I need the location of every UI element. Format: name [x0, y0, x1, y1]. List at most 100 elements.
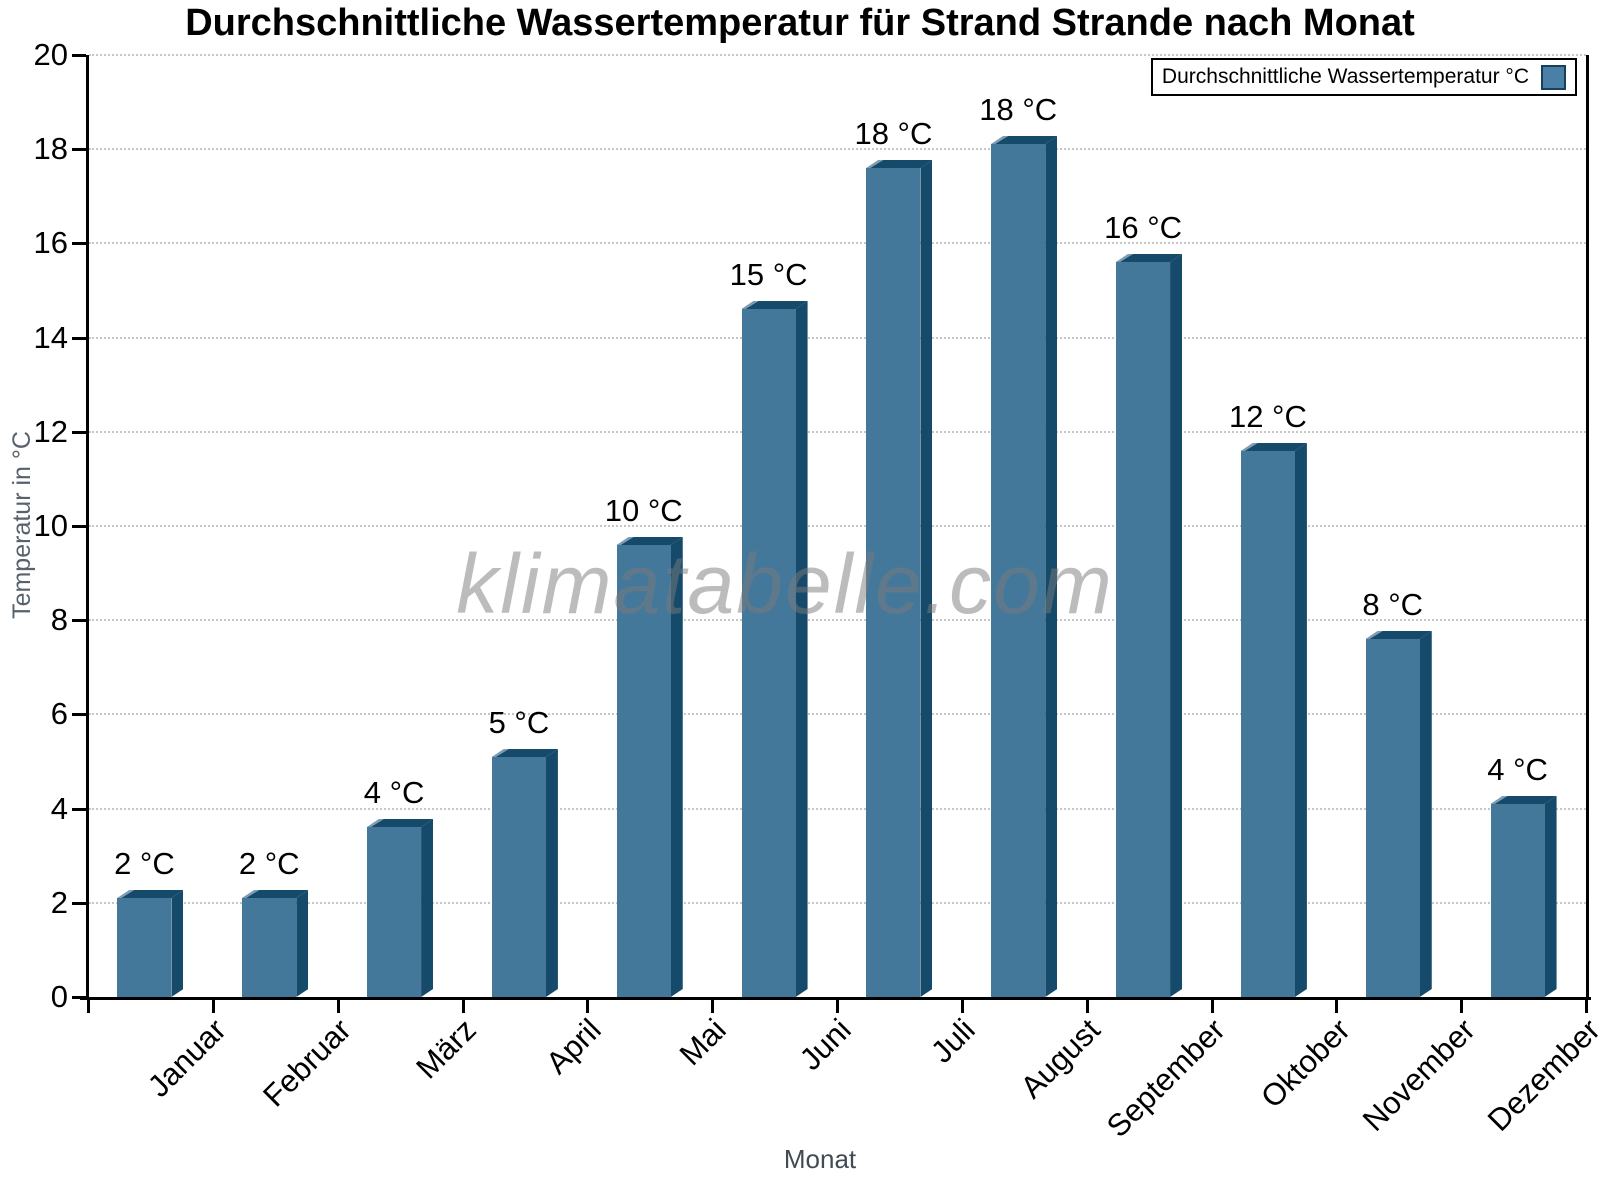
- bar-april-front: [491, 757, 546, 997]
- bar-marz-side: [421, 819, 433, 997]
- bar-marz-bevel: [367, 819, 385, 827]
- legend-label: Durchschnittliche Wassertemperatur °C: [1161, 65, 1529, 88]
- bar-mai-cap: [617, 537, 683, 545]
- bar-mai-bevel: [616, 537, 634, 545]
- x-axis-tick: [586, 999, 590, 1013]
- bar-august-front: [991, 144, 1046, 997]
- bar-juli: [866, 160, 932, 997]
- bar-september: [1116, 254, 1182, 997]
- bar-januar: [117, 890, 183, 997]
- bar-value-label: 16 °C: [1104, 210, 1183, 245]
- bar-juli-side: [920, 160, 932, 997]
- bar-august-cap: [991, 136, 1057, 144]
- bar-juli-front: [866, 168, 921, 997]
- y-axis-tick: [72, 148, 86, 152]
- y-axis-tick-label: 0: [50, 979, 68, 1014]
- bar-oktober-bevel: [1240, 443, 1258, 451]
- bar-april: [491, 749, 558, 997]
- bar-september-bevel: [1116, 254, 1134, 262]
- bar-juni-bevel: [741, 301, 759, 309]
- x-axis-tick: [461, 999, 465, 1013]
- x-axis-tick: [960, 999, 964, 1013]
- bar-marz: [367, 819, 433, 997]
- y-axis-tick: [72, 619, 86, 623]
- bar-januar-front: [117, 898, 172, 997]
- x-axis-title: Monat: [783, 1144, 857, 1174]
- y-axis-tick-label: 8: [50, 602, 68, 638]
- x-axis-tick: [211, 999, 215, 1013]
- x-axis-tick: [1335, 999, 1339, 1013]
- bar-oktober-front: [1240, 451, 1295, 997]
- bar-value-label: 8 °C: [1362, 587, 1424, 622]
- bar-august: [991, 136, 1057, 997]
- x-axis-tick: [711, 999, 715, 1013]
- legend-swatch-icon: [1541, 64, 1566, 90]
- bar-value-label: 2 °C: [114, 846, 175, 881]
- x-axis-tick: [336, 999, 340, 1013]
- bar-juli-bevel: [866, 160, 884, 168]
- bar-september-cap: [1116, 254, 1182, 262]
- bar-april-bevel: [491, 749, 509, 757]
- y-axis-tick: [72, 336, 86, 340]
- gridline-4: [89, 807, 1586, 810]
- bar-value-label: 4 °C: [1487, 752, 1548, 787]
- y-axis-tick: [72, 713, 86, 717]
- bar-dezember-cap: [1491, 796, 1557, 804]
- y-axis-tick: [72, 242, 86, 246]
- bar-september-side: [1170, 254, 1182, 997]
- bar-mai: [616, 537, 683, 997]
- y-axis-tick: [72, 807, 86, 811]
- y-axis-tick-label: 2: [50, 884, 68, 920]
- bar-juni-side: [796, 301, 808, 997]
- y-axis-tick-label: 20: [33, 37, 68, 72]
- bar-november-side: [1420, 631, 1432, 997]
- bar-dezember-bevel: [1490, 796, 1508, 804]
- gridline-2: [89, 901, 1586, 904]
- bar-november-front: [1365, 639, 1420, 997]
- bar-oktober: [1240, 443, 1307, 997]
- bar-juni-front: [741, 309, 796, 997]
- legend: Durchschnittliche Wassertemperatur °C: [1150, 58, 1577, 96]
- y-axis-tick-label: 16: [33, 225, 68, 261]
- bar-oktober-side: [1295, 443, 1307, 997]
- gridline-18: [89, 148, 1586, 151]
- bar-mai-front: [616, 545, 671, 997]
- bar-januar-cap: [117, 890, 183, 898]
- bar-dezember-front: [1490, 804, 1545, 997]
- bar-november: [1365, 631, 1432, 997]
- x-axis-tick: [1210, 999, 1214, 1013]
- bar-august-bevel: [991, 136, 1009, 144]
- gridline-14: [89, 336, 1586, 339]
- y-axis-tick-label: 12: [33, 413, 68, 449]
- bar-value-label: 18 °C: [854, 116, 933, 151]
- bar-juni: [741, 301, 808, 997]
- x-axis-line: [80, 997, 1591, 1000]
- y-axis-tick-label: 18: [33, 131, 68, 167]
- gridline-16: [89, 242, 1586, 245]
- bar-april-side: [546, 749, 558, 997]
- gridline-6: [89, 713, 1586, 716]
- y-axis-tick-label: 10: [33, 508, 68, 543]
- bar-juni-cap: [742, 301, 808, 309]
- bar-september-front: [1116, 262, 1171, 997]
- bar-dezember-side: [1545, 796, 1557, 997]
- gridline-20: [89, 54, 1586, 56]
- y-axis-tick-label: 4: [50, 790, 68, 826]
- bar-februar-side: [296, 890, 308, 997]
- gridline-10: [89, 525, 1586, 527]
- bar-august-side: [1045, 136, 1057, 997]
- y-axis-tick: [72, 901, 86, 905]
- bar-november-bevel: [1365, 631, 1383, 639]
- bar-april-cap: [492, 749, 558, 757]
- plot-right-border: [1586, 55, 1589, 1000]
- bar-januar-bevel: [117, 890, 135, 898]
- bar-dezember: [1490, 796, 1557, 997]
- bar-februar: [242, 890, 308, 997]
- bar-value-label: 18 °C: [979, 92, 1058, 127]
- x-axis-tick: [87, 999, 90, 1013]
- x-axis-tick: [836, 999, 839, 1013]
- bar-value-label: 12 °C: [1228, 399, 1307, 434]
- bar-februar-cap: [242, 890, 308, 898]
- x-axis-tick: [1585, 999, 1588, 1013]
